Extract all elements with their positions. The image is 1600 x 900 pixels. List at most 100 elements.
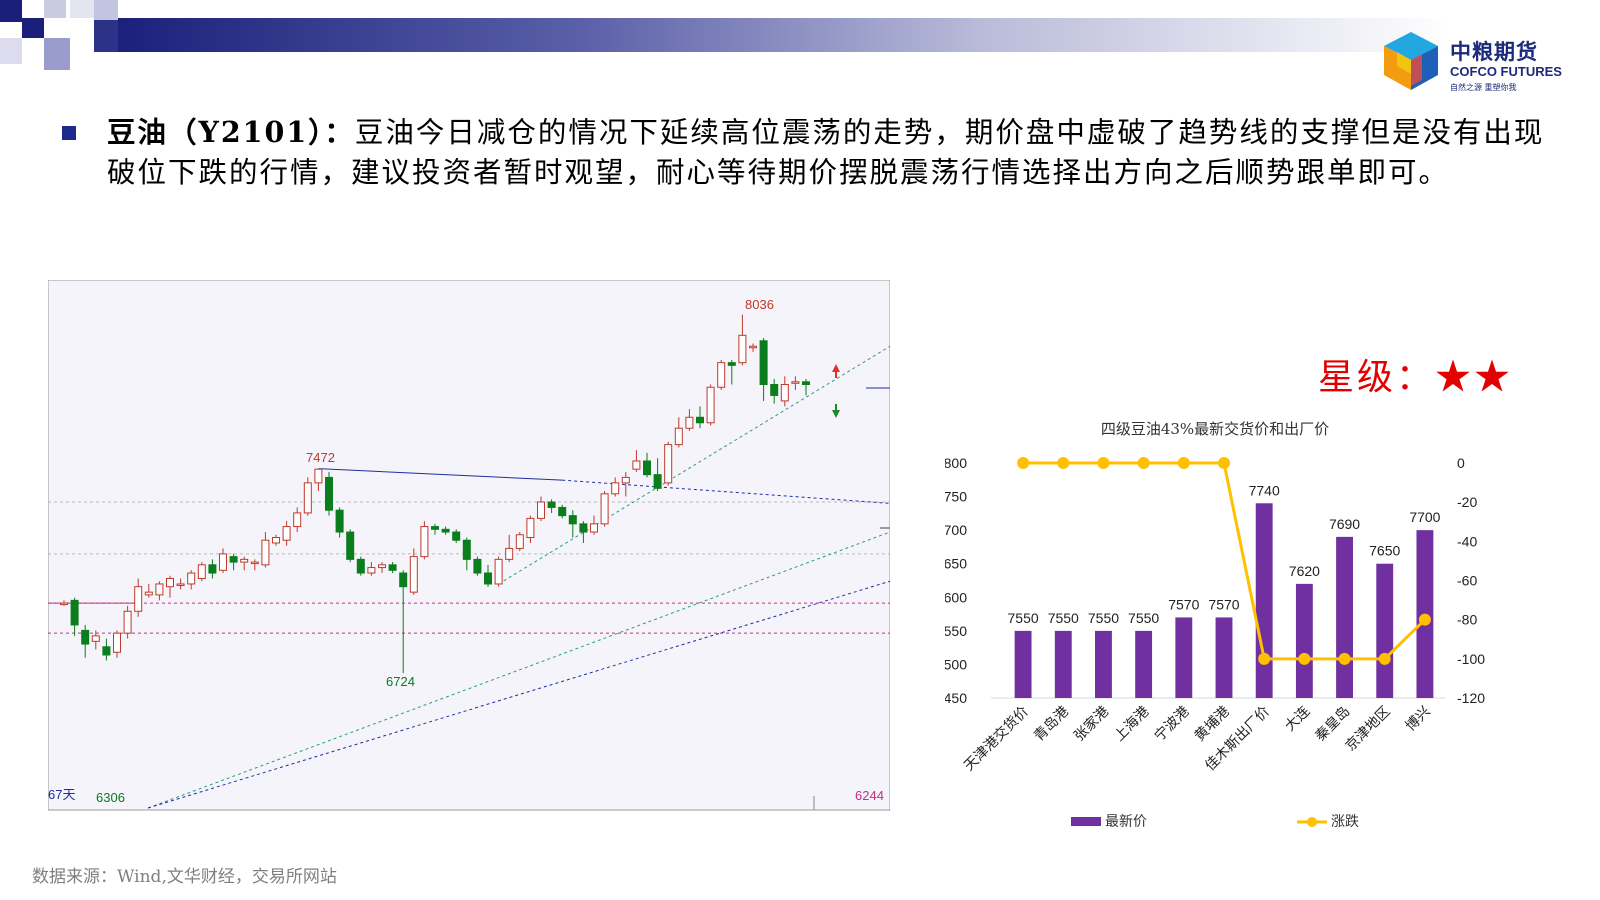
candlestick-chart: 7472 8036 6724 6306 67天 6244 (48, 280, 910, 811)
candle-body (749, 345, 757, 349)
left-axis-tick-label: 7550 (945, 623, 967, 639)
candlestick (378, 562, 386, 574)
candlestick (123, 605, 132, 639)
candle-body (176, 583, 185, 586)
candle-body (494, 558, 503, 585)
right-axis-tick-label: -20 (1457, 494, 1477, 510)
candle-body (717, 362, 726, 388)
candle-body (579, 523, 588, 533)
category-label: 博兴 (1402, 703, 1434, 735)
commentary-body: 豆油今日减仓的情况下延续高位震荡的走势，期价盘中虚破了趋势线的支撑但是没有出现破… (107, 116, 1545, 189)
candlestick (134, 578, 143, 617)
candle-body (452, 531, 461, 541)
kline-trendline-down (318, 468, 563, 481)
banner-square (94, 0, 118, 20)
candle-body (60, 602, 68, 606)
combo-chart-title: 四级豆油43%最新交货价和出厂价 (1101, 420, 1329, 438)
candlestick (738, 314, 747, 366)
banner-square (0, 0, 22, 22)
down-arrow-icon (832, 404, 840, 418)
candle-body (399, 572, 408, 588)
candlestick (780, 376, 789, 407)
bar-data-label: 7740 (1249, 482, 1280, 498)
bar-data-label: 7700 (1409, 509, 1440, 525)
candlestick (314, 468, 323, 492)
kline-period-label: 67天 (48, 787, 75, 802)
candle-body (505, 547, 514, 560)
candle-body (473, 558, 482, 574)
candlestick (632, 450, 641, 472)
candlestick (600, 491, 609, 527)
candle-body (282, 526, 291, 541)
candlestick (717, 359, 726, 390)
candle-body (325, 476, 333, 511)
candle-body (155, 583, 164, 596)
combo-right-axis: -120 -100 -80 -60 -40 -20 0 (1457, 455, 1485, 706)
candle-body (250, 561, 259, 565)
candlestick (420, 521, 429, 560)
candle-body (81, 629, 90, 645)
candlestick (388, 562, 397, 574)
header-banner: 中粮期货 COFCO FUTURES 自然之源 重塑你我 (0, 0, 1600, 92)
kline-right-value-label: 6244 (855, 788, 884, 803)
candlestick (176, 578, 185, 590)
candlestick (229, 553, 238, 571)
banner-square (44, 38, 70, 70)
change-line-point (1378, 652, 1391, 665)
bar (1095, 630, 1112, 698)
left-axis-tick-label: 7450 (945, 690, 967, 706)
candlestick (706, 384, 715, 426)
left-axis-tick-label: 7750 (945, 489, 967, 505)
candle-body (70, 599, 79, 626)
candle-body (791, 381, 800, 384)
candlestick (621, 471, 630, 497)
candle-body (187, 572, 196, 585)
candlestick (335, 507, 344, 538)
candle-body (780, 384, 789, 402)
candle-body (515, 534, 524, 549)
category-label: 青岛港 (1031, 704, 1072, 745)
bar-data-label: 7550 (1048, 610, 1079, 626)
candlestick (367, 562, 376, 576)
candle-body (420, 526, 429, 558)
candlestick (802, 379, 810, 396)
rating-stars: ★★ (1435, 357, 1514, 398)
candle-body (621, 476, 630, 484)
candle-body (261, 539, 270, 566)
banner-square (22, 18, 44, 38)
candle-body (388, 564, 397, 571)
candle-body (303, 482, 312, 514)
candlestick (484, 564, 492, 587)
cube-logo-icon (1384, 32, 1438, 90)
candlestick (219, 548, 227, 574)
candle-body (293, 512, 302, 528)
candle-body (314, 468, 323, 484)
candlestick (568, 510, 577, 538)
kline-high-label-2: 8036 (745, 297, 774, 312)
category-label: 宁波港 (1151, 703, 1193, 745)
change-line-point (1338, 652, 1351, 665)
candle-body (229, 556, 238, 563)
candlestick (452, 529, 461, 543)
bar-data-label: 7650 (1369, 543, 1400, 559)
bar (1295, 583, 1313, 698)
left-axis-tick-label: 7700 (945, 522, 967, 538)
banner-gradient-bar (110, 18, 1450, 52)
candle-body (664, 444, 673, 484)
change-line-point (1177, 457, 1190, 469)
candle-body (431, 526, 439, 530)
candlestick (431, 523, 439, 535)
candle-body (653, 474, 662, 489)
candlestick (102, 638, 111, 661)
candle-body (685, 416, 694, 429)
bar-data-label: 7550 (1088, 610, 1119, 626)
candlestick (759, 338, 768, 401)
candlestick (325, 471, 333, 516)
candlestick (409, 548, 418, 595)
candlestick (293, 507, 302, 533)
candle-body (462, 539, 471, 560)
right-axis-tick-label: 0 (1457, 455, 1465, 471)
candle-body (272, 537, 280, 544)
bar (1376, 563, 1394, 698)
